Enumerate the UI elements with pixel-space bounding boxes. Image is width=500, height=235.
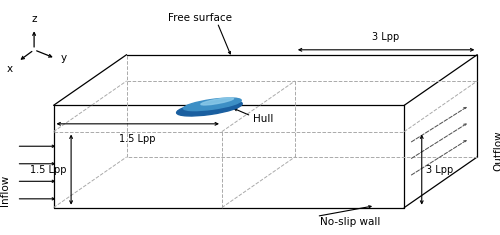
Text: y: y xyxy=(60,53,66,63)
Text: 3 Lpp: 3 Lpp xyxy=(372,32,400,42)
Text: x: x xyxy=(7,63,13,74)
Text: Free surface: Free surface xyxy=(168,13,232,23)
Text: 1.5 Lpp: 1.5 Lpp xyxy=(30,164,66,175)
Text: 3 Lpp: 3 Lpp xyxy=(426,164,453,175)
Ellipse shape xyxy=(201,98,234,105)
Text: z: z xyxy=(32,15,37,24)
Ellipse shape xyxy=(176,100,242,116)
Text: Outflow: Outflow xyxy=(494,131,500,171)
Text: Hull: Hull xyxy=(253,114,274,124)
Text: 1.5 Lpp: 1.5 Lpp xyxy=(120,133,156,144)
Text: Inflow: Inflow xyxy=(0,174,10,206)
Text: No-slip wall: No-slip wall xyxy=(320,217,381,227)
Ellipse shape xyxy=(184,98,241,111)
